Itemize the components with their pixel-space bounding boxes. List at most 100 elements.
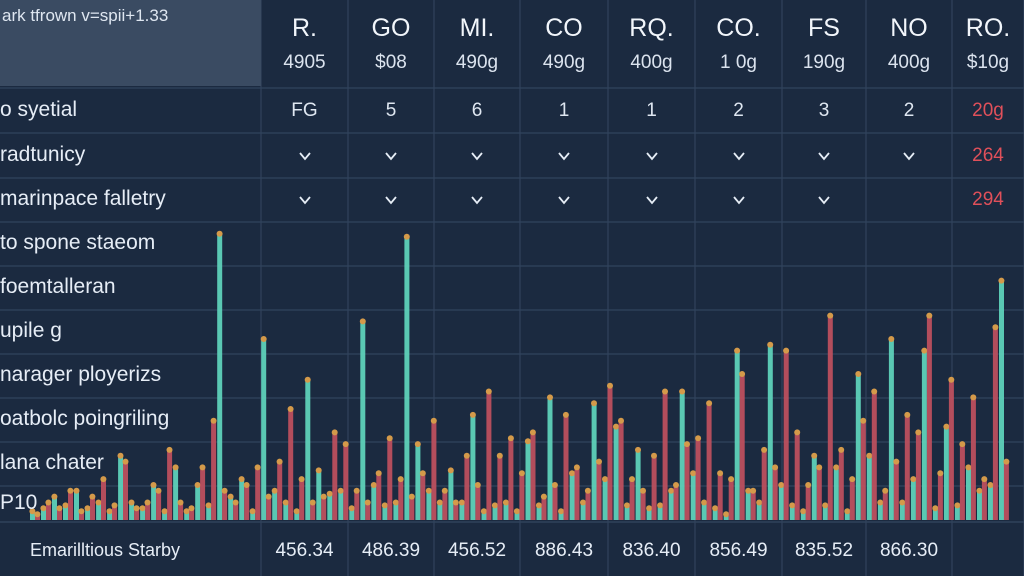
- chart-bar: [750, 490, 756, 520]
- chart-point: [282, 499, 289, 506]
- chart-bar: [563, 414, 569, 520]
- chart-bar: [305, 379, 311, 520]
- chart-point: [613, 423, 619, 430]
- chart-point: [529, 429, 536, 436]
- chart-point: [128, 499, 135, 506]
- chart-point: [838, 446, 845, 453]
- chart-point: [921, 347, 928, 354]
- table-cell: 294: [972, 189, 1004, 210]
- chevron-down-icon[interactable]: [470, 149, 484, 163]
- column-header[interactable]: GO $08: [348, 0, 434, 86]
- chart-bar: [492, 505, 498, 520]
- chart-bar: [327, 493, 333, 520]
- column-header[interactable]: NO 400g: [866, 0, 952, 86]
- chevron-down-icon[interactable]: [298, 149, 312, 163]
- chevron-down-icon[interactable]: [557, 193, 571, 207]
- chart-bar: [233, 502, 239, 520]
- column-header[interactable]: CO. 1 0g: [695, 0, 782, 86]
- chart-bar: [162, 511, 168, 520]
- footer-value: 856.49: [709, 540, 768, 561]
- row-label: foemtalleran: [0, 275, 116, 298]
- chart-bar: [398, 479, 404, 520]
- chart-point: [254, 464, 261, 471]
- chart-bar: [756, 502, 762, 520]
- chart-point: [734, 347, 741, 354]
- chart-point: [414, 441, 421, 448]
- chart-point: [591, 400, 597, 407]
- chevron-down-icon[interactable]: [298, 193, 312, 207]
- chart-bar: [1003, 461, 1009, 520]
- row-label: lana chater: [0, 451, 104, 474]
- chart-bar: [888, 339, 894, 520]
- chart-point: [607, 382, 613, 389]
- column-header[interactable]: FS 190g: [782, 0, 866, 86]
- chart-bar: [156, 490, 162, 520]
- chart-point: [635, 446, 641, 453]
- chart-bar: [816, 467, 822, 520]
- chevron-down-icon[interactable]: [732, 193, 746, 207]
- chart-point: [540, 493, 547, 500]
- chart-point: [866, 452, 873, 459]
- chart-bar: [415, 444, 421, 520]
- chart-point: [419, 470, 426, 477]
- chart-point: [320, 493, 327, 500]
- chart-bar: [761, 449, 767, 520]
- chart-bar: [827, 315, 833, 520]
- chart-point: [987, 482, 994, 488]
- chart-bar: [497, 455, 503, 520]
- chevron-down-icon[interactable]: [902, 149, 916, 163]
- column-header[interactable]: RO. $10g: [952, 0, 1024, 86]
- chart-point: [221, 487, 228, 494]
- column-header[interactable]: CO 490g: [520, 0, 608, 86]
- chart-bar: [244, 485, 250, 520]
- chart-bar: [684, 444, 690, 520]
- chart-bar: [184, 511, 190, 520]
- chart-bar: [624, 505, 630, 520]
- chart-point: [558, 508, 564, 515]
- chart-bar: [970, 397, 976, 520]
- chart-point: [452, 499, 459, 506]
- chevron-down-icon[interactable]: [645, 149, 659, 163]
- chart-point: [789, 502, 796, 509]
- chart-point: [1003, 458, 1010, 465]
- chart-point: [375, 470, 382, 477]
- chart-bar: [999, 280, 1004, 520]
- chevron-down-icon[interactable]: [817, 149, 831, 163]
- chart-bar: [79, 511, 84, 520]
- chart-bar: [431, 420, 437, 520]
- chart-bar: [387, 438, 393, 520]
- chevron-down-icon[interactable]: [384, 149, 398, 163]
- chart-bar: [475, 485, 481, 520]
- chevron-down-icon[interactable]: [557, 149, 571, 163]
- chart-bar: [283, 502, 289, 520]
- chart-bar: [728, 479, 734, 520]
- chart-bar: [420, 473, 426, 520]
- chart-point: [304, 376, 311, 383]
- chart-bar: [717, 473, 723, 520]
- row-label: o syetial: [0, 97, 78, 121]
- column-value: 190g: [802, 52, 846, 73]
- chart-bar: [442, 490, 448, 520]
- chart-bar: [745, 490, 751, 520]
- chart-bar: [772, 467, 778, 520]
- chevron-down-icon[interactable]: [645, 193, 659, 207]
- chart-point: [871, 388, 878, 395]
- chevron-down-icon[interactable]: [470, 193, 484, 207]
- chart-point: [188, 505, 195, 512]
- chart-point: [992, 324, 999, 331]
- chart-bar: [767, 344, 773, 520]
- chevron-down-icon[interactable]: [384, 193, 398, 207]
- chart-point: [573, 464, 580, 471]
- chart-bar: [981, 479, 987, 520]
- chevron-down-icon[interactable]: [732, 149, 746, 163]
- column-code: RQ.: [629, 14, 674, 42]
- chevron-down-icon[interactable]: [817, 193, 831, 207]
- chart-bar: [68, 490, 73, 520]
- column-header[interactable]: RQ. 400g: [608, 0, 695, 86]
- chart-bar: [217, 233, 223, 521]
- chart-point: [276, 458, 283, 465]
- table-cell: 2: [903, 99, 915, 121]
- chart-point: [827, 312, 834, 319]
- column-header[interactable]: MI. 490g: [434, 0, 520, 86]
- column-header[interactable]: R. 4905: [261, 0, 348, 86]
